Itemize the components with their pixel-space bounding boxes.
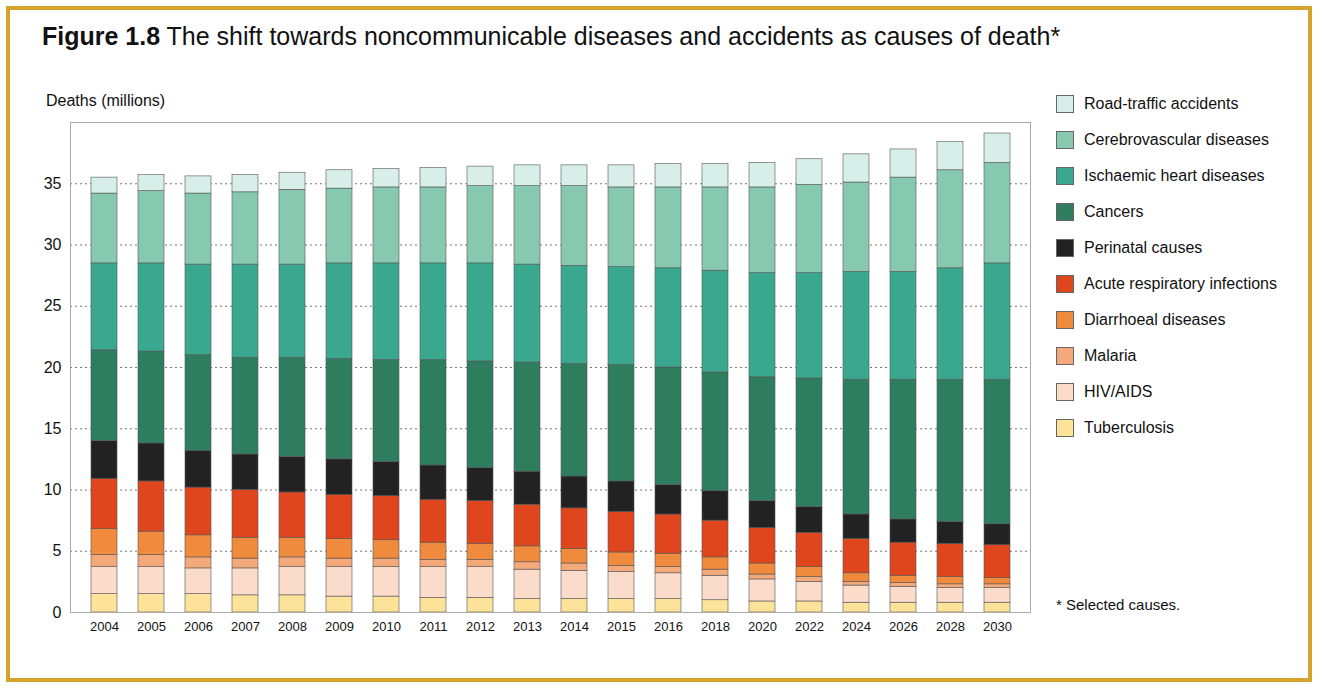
svg-text:2026: 2026 bbox=[889, 619, 918, 634]
svg-text:15: 15 bbox=[44, 420, 62, 437]
html-text:Cerebrovascular diseases: Cerebrovascular diseases bbox=[1084, 131, 1269, 148]
svg-text:2008: 2008 bbox=[278, 619, 307, 634]
html-text:Diarrhoeal diseases: Diarrhoeal diseases bbox=[1084, 311, 1226, 328]
svg-text:2018: 2018 bbox=[701, 619, 730, 634]
svg-text:0: 0 bbox=[53, 604, 62, 621]
svg-text:2022: 2022 bbox=[795, 619, 824, 634]
html-text:Figure 1.8 The shift towards n: Figure 1.8 The shift towards noncommunic… bbox=[42, 22, 1061, 50]
svg-text:2009: 2009 bbox=[325, 619, 354, 634]
svg-text:2012: 2012 bbox=[466, 619, 495, 634]
html-text:Acute respiratory infections: Acute respiratory infections bbox=[1084, 275, 1277, 292]
html-text:Ischaemic heart diseases: Ischaemic heart diseases bbox=[1084, 167, 1265, 184]
svg-text:2016: 2016 bbox=[654, 619, 683, 634]
html-text:HIV/AIDS: HIV/AIDS bbox=[1084, 383, 1153, 400]
html-text:* Selected causes.: * Selected causes. bbox=[1056, 596, 1181, 613]
svg-text:2030: 2030 bbox=[983, 619, 1012, 634]
svg-text:2004: 2004 bbox=[90, 619, 119, 634]
svg-text:2028: 2028 bbox=[936, 619, 965, 634]
svg-text:2006: 2006 bbox=[184, 619, 213, 634]
svg-text:25: 25 bbox=[44, 297, 62, 314]
svg-text:2007: 2007 bbox=[231, 619, 260, 634]
svg-text:20: 20 bbox=[44, 359, 62, 376]
svg-text:2011: 2011 bbox=[420, 619, 448, 634]
html-text:Road-traffic accidents: Road-traffic accidents bbox=[1084, 95, 1239, 112]
html-text:Tuberculosis: Tuberculosis bbox=[1084, 419, 1175, 436]
html-text:Malaria: Malaria bbox=[1084, 347, 1137, 364]
svg-text:2013: 2013 bbox=[513, 619, 542, 634]
svg-text:10: 10 bbox=[44, 481, 62, 498]
svg-text:2015: 2015 bbox=[607, 619, 636, 634]
html-text:Cancers: Cancers bbox=[1084, 203, 1144, 220]
svg-text:30: 30 bbox=[44, 236, 62, 253]
html-text:Perinatal causes: Perinatal causes bbox=[1084, 239, 1203, 256]
svg-text:2010: 2010 bbox=[372, 619, 401, 634]
svg-text:2020: 2020 bbox=[748, 619, 777, 634]
svg-text:2005: 2005 bbox=[137, 619, 166, 634]
svg-text:35: 35 bbox=[44, 175, 62, 192]
svg-text:5: 5 bbox=[53, 542, 62, 559]
svg-text:2014: 2014 bbox=[560, 619, 589, 634]
svg-text:2024: 2024 bbox=[842, 619, 871, 634]
html-text:Deaths (millions): Deaths (millions) bbox=[46, 92, 166, 109]
